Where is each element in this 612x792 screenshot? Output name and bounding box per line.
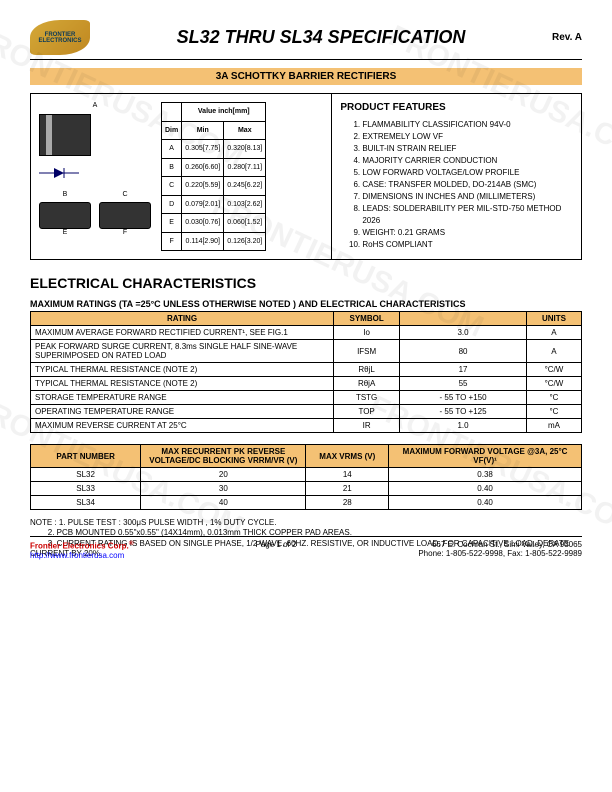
table-row: MAXIMUM REVERSE CURRENT AT 25°CIR1.0mA: [31, 419, 582, 433]
table-row: STORAGE TEMPERATURE RANGETSTG- 55 TO +15…: [31, 391, 582, 405]
divider: [30, 59, 582, 60]
col-rating: RATING: [31, 312, 334, 326]
subsection-heading: MAXIMUM RATINGS (TA =25°C UNLESS OTHERWI…: [30, 299, 582, 309]
doc-title: SL32 THRU SL34 SPECIFICATION: [105, 27, 537, 48]
package-side-view-2: [99, 202, 151, 229]
table-row: SL3220140.38: [31, 468, 582, 482]
table-row: D0.079[2.01]0.103[2.62]: [162, 195, 266, 214]
note-item: 1. PULSE TEST : 300μS PULSE WIDTH , 1% D…: [59, 518, 277, 527]
table-row: SL3330210.40: [31, 482, 582, 496]
dim-h-0: Dim: [162, 121, 182, 140]
subtitle-bar: 3A SCHOTTKY BARRIER RECTIFIERS: [30, 68, 582, 85]
list-item: FLAMMABILITY CLASSIFICATION 94V-0: [362, 119, 573, 131]
features-panel: PRODUCT FEATURES FLAMMABILITY CLASSIFICA…: [332, 94, 581, 259]
list-item: DIMENSIONS IN INCHES AND (MILLIMETERS): [362, 191, 573, 203]
parts-table: PART NUMBER MAX RECURRENT PK REVERSE VOL…: [30, 444, 582, 510]
footer-company: Frontier Electronics Corp.: [30, 542, 129, 551]
diode-symbol-icon: [39, 166, 79, 181]
dimension-table: Value inch[mm] Dim Min Max A0.305[7.75]0…: [161, 102, 266, 251]
dim-label-a: A: [39, 102, 151, 109]
footer-phone: Phone: 1-805-522-9998, Fax: 1-805-522-99…: [418, 549, 582, 558]
table-row: OPERATING TEMPERATURE RANGETOP- 55 TO +1…: [31, 405, 582, 419]
col-vrms: MAX VRMS (V): [306, 445, 389, 468]
list-item: RoHS COMPLIANT: [362, 239, 573, 251]
dim-label-c: C: [99, 191, 151, 198]
dim-label-e: E: [39, 229, 91, 236]
col-value: [400, 312, 527, 326]
dim-h-1: Min: [182, 121, 224, 140]
table-row: MAXIMUM AVERAGE FORWARD RECTIFIED CURREN…: [31, 326, 582, 340]
col-vrrm: MAX RECURRENT PK REVERSE VOLTAGE/DC BLOC…: [141, 445, 306, 468]
col-part: PART NUMBER: [31, 445, 141, 468]
col-symbol: SYMBOL: [334, 312, 400, 326]
table-row: TYPICAL THERMAL RESISTANCE (NOTE 2)RθjL1…: [31, 363, 582, 377]
list-item: BUILT-IN STRAIN RELIEF: [362, 143, 573, 155]
overview-box: A B E C F Value inch[mm] Dim Min: [30, 93, 582, 260]
package-side-view-1: [39, 202, 91, 229]
ratings-table: RATING SYMBOL UNITS MAXIMUM AVERAGE FORW…: [30, 311, 582, 433]
section-heading: ELECTRICAL CHARACTERISTICS: [30, 275, 582, 291]
dim-header-value: Value inch[mm]: [182, 103, 266, 122]
table-row: A0.305[7.75]0.320[8.13]: [162, 140, 266, 159]
table-row: F0.114[2.90]0.126[3.20]: [162, 232, 266, 251]
dim-label-f: F: [99, 229, 151, 236]
footer: Frontier Electronics Corp.® http://www.f…: [30, 536, 582, 560]
table-row: SL3440280.40: [31, 496, 582, 510]
list-item: LEADS: SOLDERABILITY PER MIL-STD-750 MET…: [362, 203, 573, 227]
drawings-panel: A B E C F Value inch[mm] Dim Min: [31, 94, 332, 259]
col-units: UNITS: [526, 312, 581, 326]
list-item: EXTREMELY LOW VF: [362, 131, 573, 143]
table-row: C0.220[5.59]0.245[6.22]: [162, 177, 266, 196]
package-top-view: [39, 114, 91, 156]
list-item: CASE: TRANSFER MOLDED, DO-214AB (SMC): [362, 179, 573, 191]
header: FRONTIER ELECTRONICS SL32 THRU SL34 SPEC…: [30, 20, 582, 55]
revision: Rev. A: [552, 32, 582, 43]
table-row: B0.260[6.60]0.280[7.11]: [162, 158, 266, 177]
dim-h-2: Max: [224, 121, 266, 140]
list-item: WEIGHT: 0.21 GRAMS: [362, 227, 573, 239]
footer-url-link[interactable]: http://www.frontierusa.com: [30, 551, 124, 560]
features-title: PRODUCT FEATURES: [340, 102, 573, 113]
list-item: MAJORITY CARRIER CONDUCTION: [362, 155, 573, 167]
col-vf: MAXIMUM FORWARD VOLTAGE @3A, 25°C VF(V)¹: [389, 445, 582, 468]
list-item: LOW FORWARD VOLTAGE/LOW PROFILE: [362, 167, 573, 179]
footer-page: Page 1 of 2: [256, 540, 297, 560]
table-row: PEAK FORWARD SURGE CURRENT, 8.3ms SINGLE…: [31, 340, 582, 363]
footer-address: 667 E. Cochran St., Simi Valley, CA 9306…: [432, 540, 582, 549]
table-row: E0.030[0.76]0.060[1.52]: [162, 214, 266, 233]
features-list: FLAMMABILITY CLASSIFICATION 94V-0 EXTREM…: [340, 119, 573, 251]
company-logo: FRONTIER ELECTRONICS: [30, 20, 90, 55]
table-row: TYPICAL THERMAL RESISTANCE (NOTE 2)RθjA5…: [31, 377, 582, 391]
notes-label: NOTE :: [30, 518, 57, 527]
dim-label-b: B: [39, 191, 91, 198]
